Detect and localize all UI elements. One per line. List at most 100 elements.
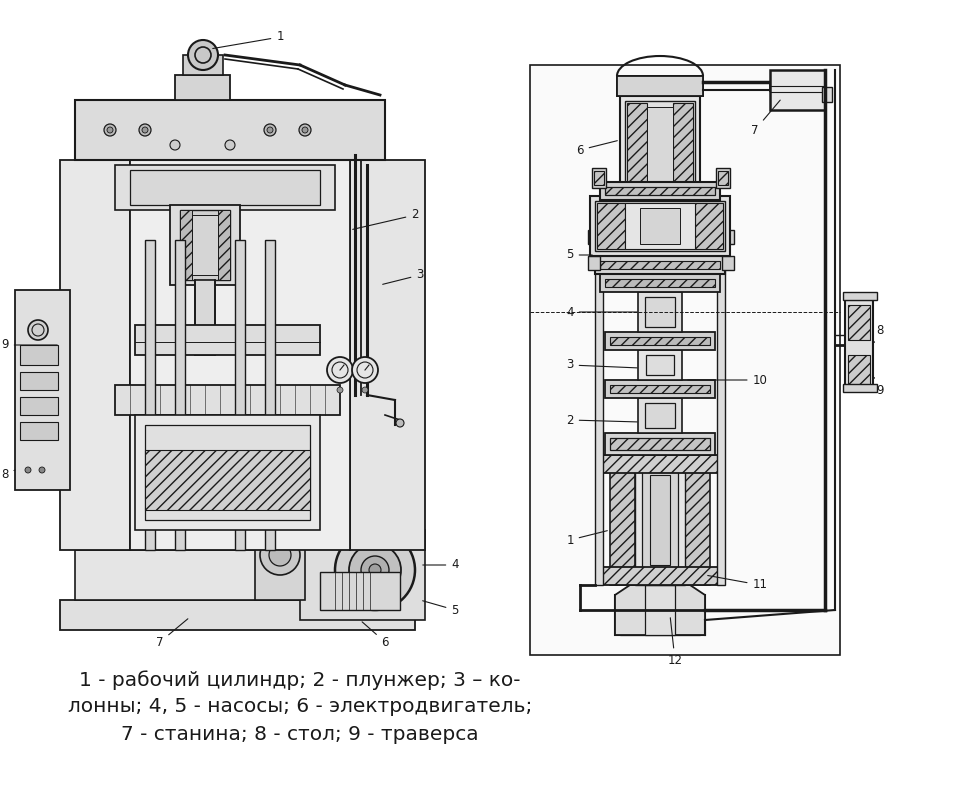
Bar: [695, 203, 723, 249]
Bar: [145, 240, 155, 550]
Text: 9: 9: [874, 378, 884, 396]
Bar: [716, 168, 730, 188]
Polygon shape: [615, 585, 705, 635]
Bar: [605, 332, 715, 350]
Bar: [595, 245, 603, 585]
Text: 1: 1: [213, 31, 283, 49]
Circle shape: [352, 357, 378, 383]
Bar: [130, 170, 320, 205]
Bar: [600, 567, 720, 585]
Text: 4: 4: [567, 305, 637, 319]
Circle shape: [25, 467, 31, 473]
Circle shape: [337, 387, 343, 393]
Bar: [595, 256, 725, 274]
Bar: [590, 196, 730, 256]
Text: 7: 7: [751, 100, 780, 137]
Text: 2: 2: [353, 209, 419, 229]
Text: 4: 4: [423, 558, 458, 571]
Bar: [685, 455, 710, 585]
Bar: [130, 160, 350, 550]
Bar: [595, 201, 725, 251]
Circle shape: [396, 419, 404, 427]
Bar: [145, 425, 310, 520]
Bar: [588, 256, 600, 270]
Bar: [15, 290, 70, 490]
Bar: [175, 240, 185, 550]
Text: 9: 9: [1, 338, 57, 352]
Bar: [605, 380, 715, 398]
Bar: [673, 103, 693, 189]
Bar: [600, 455, 720, 473]
Text: 6: 6: [576, 141, 617, 156]
Bar: [638, 350, 682, 380]
Bar: [617, 76, 703, 96]
Bar: [638, 292, 682, 332]
Text: 7 - станина; 8 - стол; 9 - траверса: 7 - станина; 8 - стол; 9 - траверса: [121, 725, 479, 743]
Bar: [60, 600, 415, 630]
Bar: [627, 103, 647, 189]
Bar: [645, 297, 675, 327]
Bar: [530, 65, 840, 655]
Bar: [848, 305, 870, 340]
Bar: [265, 240, 275, 550]
Bar: [145, 450, 310, 510]
Text: 8: 8: [1, 469, 15, 481]
Text: 3: 3: [567, 359, 637, 371]
Bar: [610, 337, 710, 345]
Circle shape: [170, 140, 180, 150]
Bar: [843, 384, 877, 392]
Text: 5: 5: [567, 249, 592, 261]
Bar: [180, 210, 230, 280]
Bar: [645, 585, 675, 635]
Text: 7: 7: [157, 619, 188, 648]
Bar: [843, 292, 877, 300]
Bar: [848, 355, 870, 385]
Circle shape: [142, 127, 148, 133]
Text: 12: 12: [667, 618, 683, 666]
Bar: [218, 210, 230, 280]
Bar: [610, 455, 635, 585]
Circle shape: [362, 387, 368, 393]
Bar: [195, 280, 215, 355]
Circle shape: [264, 124, 276, 136]
Text: 1: 1: [567, 531, 607, 546]
Text: 8: 8: [874, 323, 884, 342]
Bar: [588, 230, 600, 244]
Bar: [183, 55, 223, 75]
Bar: [640, 208, 680, 244]
Circle shape: [267, 127, 273, 133]
Bar: [605, 433, 715, 455]
Text: 3: 3: [383, 268, 424, 284]
Bar: [20, 372, 58, 390]
Bar: [600, 261, 720, 269]
Circle shape: [269, 544, 291, 566]
Bar: [650, 475, 670, 565]
Circle shape: [139, 124, 151, 136]
Bar: [135, 415, 320, 530]
Bar: [717, 245, 725, 585]
Bar: [60, 160, 130, 550]
Bar: [115, 385, 340, 415]
Text: 6: 6: [362, 622, 389, 648]
Bar: [594, 171, 604, 185]
Bar: [180, 210, 192, 280]
Bar: [610, 438, 710, 450]
Text: 10: 10: [688, 374, 768, 386]
Bar: [635, 455, 685, 585]
Bar: [605, 187, 715, 195]
Bar: [642, 465, 678, 575]
Bar: [718, 171, 728, 185]
Bar: [75, 100, 385, 160]
Bar: [597, 203, 625, 249]
Bar: [625, 101, 695, 191]
Bar: [300, 530, 425, 620]
Bar: [600, 182, 720, 200]
Bar: [192, 215, 218, 275]
Bar: [845, 300, 873, 390]
Circle shape: [225, 140, 235, 150]
Bar: [255, 530, 305, 600]
Text: лонны; 4, 5 - насосы; 6 - электродвигатель;: лонны; 4, 5 - насосы; 6 - электродвигате…: [68, 698, 532, 717]
Bar: [617, 76, 703, 96]
Bar: [647, 107, 673, 185]
Bar: [615, 595, 705, 635]
